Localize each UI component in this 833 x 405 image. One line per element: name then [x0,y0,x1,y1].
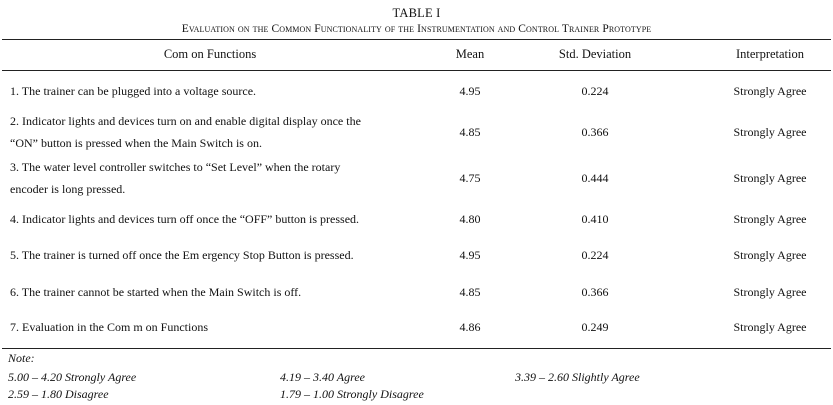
std-value: 0.249 [581,320,609,334]
function-text: 1. The trainer can be plugged into a vol… [10,84,257,98]
std-value: 0.366 [581,285,609,299]
function-text: 4. Indicator lights and devices turn off… [10,212,360,226]
header-mean: Mean [455,47,485,61]
std-value: 0.410 [581,212,609,226]
function-text: 5. The trainer is turned off once the Em… [10,248,354,262]
note-scale-item: 5.00 – 4.20 Strongly Agree [8,370,137,384]
std-value: 0.366 [581,125,609,139]
std-value: 0.444 [581,171,609,185]
note-scale-item: 4.19 – 3.40 Agree [280,370,365,384]
mean-value: 4.85 [459,285,481,299]
function-text: 2. Indicator lights and devices turn on … [10,114,361,128]
note-scale-item: 1.79 – 1.00 Strongly Disagree [280,387,424,401]
interpretation-value: Strongly Agree [733,171,807,185]
interpretation-value: Strongly Agree [733,84,807,98]
interpretation-value: Strongly Agree [733,212,807,226]
mean-value: 4.95 [459,84,481,98]
header-std-deviation: Std. Deviation [558,47,632,61]
table-title: Evaluation on the Common Functionality o… [181,23,652,35]
interpretation-value: Strongly Agree [733,320,807,334]
function-text: 7. Evaluation in the Com m on Functions [10,320,208,334]
note-heading: Note: [8,351,35,365]
function-text-continued: encoder is long pressed. [10,182,126,196]
std-value: 0.224 [581,84,609,98]
std-value: 0.224 [581,248,609,262]
mean-value: 4.80 [459,212,481,226]
interpretation-value: Strongly Agree [733,248,807,262]
mean-value: 4.85 [459,125,481,139]
bottom-rule [2,348,831,349]
mean-value: 4.75 [459,171,481,185]
header-functions: Com on Functions [163,47,257,61]
interpretation-value: Strongly Agree [733,125,807,139]
note-scale-item: 3.39 – 2.60 Slightly Agree [515,370,640,384]
table-label: TABLE I [392,6,441,20]
function-text: 6. The trainer cannot be started when th… [10,285,302,299]
mean-value: 4.86 [459,320,481,334]
header-rule [2,70,831,71]
function-text: 3. The water level controller switches t… [10,160,341,174]
top-rule [2,39,831,40]
interpretation-value: Strongly Agree [733,285,807,299]
note-scale-item: 2.59 – 1.80 Disagree [8,387,109,401]
function-text-continued: “ON” button is pressed when the Main Swi… [10,136,262,150]
header-interpretation: Interpretation [735,47,805,61]
mean-value: 4.95 [459,248,481,262]
table-header-row: Com on Functions Mean Std. Deviation Int… [0,40,833,70]
